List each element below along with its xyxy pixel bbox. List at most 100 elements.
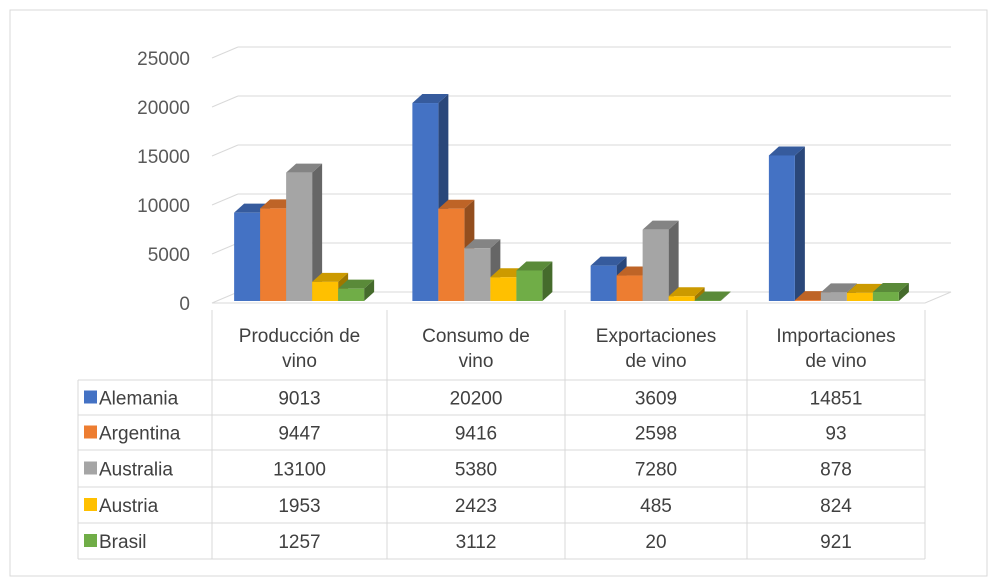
bar-alemania-4: [768, 146, 805, 301]
bar-side: [312, 163, 323, 301]
y-tick-label: 10000: [137, 196, 190, 217]
legend-key: [84, 534, 97, 547]
bar-brasil-1: [338, 279, 375, 301]
legend-label: Alemania: [99, 389, 179, 410]
bar-brasil-2: [516, 261, 553, 301]
legend-key: [84, 390, 97, 404]
legend-key: [84, 461, 97, 475]
bar-top: [464, 239, 501, 249]
bar-brasil-3: [694, 291, 731, 301]
bar-top: [590, 256, 627, 266]
data-label: 14851: [810, 389, 863, 410]
bar-top: [516, 261, 553, 271]
data-label: 2598: [635, 424, 677, 445]
data-label: 20: [645, 532, 666, 553]
data-label: 20200: [450, 389, 503, 410]
bar-top: [872, 282, 909, 292]
data-label: 1257: [278, 532, 320, 553]
bar-front: [768, 155, 795, 301]
y-tick-label: 5000: [148, 245, 190, 266]
bar-top: [438, 199, 475, 209]
bar-top: [286, 163, 323, 173]
data-label: 13100: [273, 460, 326, 481]
bar-front: [338, 288, 365, 301]
bar-top: [668, 287, 705, 297]
category-label: Importaciones: [776, 326, 895, 347]
bar-top: [768, 146, 805, 156]
bar-top: [642, 220, 679, 230]
bar-top: [312, 272, 349, 282]
bar-austria-3: [668, 287, 705, 301]
category-label: de vino: [625, 351, 686, 372]
bar-australia-3: [642, 220, 679, 301]
data-label: 2423: [455, 496, 497, 517]
bar-brasil-4: [872, 282, 909, 301]
gridline-side: [211, 144, 239, 157]
bar-front: [312, 281, 339, 301]
bar-top: [846, 283, 883, 293]
data-label: 824: [820, 496, 852, 517]
gridline-side: [211, 193, 239, 206]
legend-key: [84, 498, 97, 511]
bar-front: [794, 300, 821, 301]
bar-side: [668, 220, 679, 301]
data-label: 9447: [278, 424, 320, 445]
bar-front: [286, 172, 313, 301]
category-label: Consumo de: [422, 326, 530, 347]
data-label: 7280: [635, 460, 677, 481]
bar-front: [846, 292, 873, 301]
bar-side: [364, 279, 375, 301]
data-label: 485: [640, 496, 672, 517]
plot-area: [234, 94, 909, 301]
gridline-side: [211, 46, 239, 59]
data-table: Producción de vino Consumo de vino Exportaci…: [77, 310, 926, 560]
category-label: Producción de: [239, 326, 360, 347]
category-label: vino: [282, 351, 317, 372]
bar-front: [438, 208, 465, 301]
data-label: 1953: [278, 496, 320, 517]
bar-front: [490, 277, 517, 301]
gridline-side: [211, 95, 239, 108]
bar-front: [872, 291, 899, 301]
bar-side: [794, 146, 805, 301]
data-label: 93: [825, 424, 846, 445]
bar-front: [260, 208, 287, 301]
bar-side: [694, 287, 705, 301]
legend-label: Australia: [99, 460, 173, 481]
legend-key: [84, 425, 97, 439]
bar-front: [590, 265, 617, 301]
bar-top: [694, 291, 731, 301]
gridlines: [211, 46, 952, 304]
data-label: 5380: [455, 460, 497, 481]
y-tick-label: 15000: [137, 147, 190, 168]
bar-front: [616, 275, 643, 301]
bar-front: [516, 270, 543, 301]
bar-front: [694, 300, 721, 301]
data-label: 3112: [456, 532, 497, 553]
data-label: 878: [820, 460, 852, 481]
bar-front: [464, 248, 491, 301]
legend-label: Austria: [99, 496, 159, 517]
legend-label: Argentina: [99, 424, 181, 445]
data-label: 9416: [455, 424, 497, 445]
data-label: 3609: [635, 389, 677, 410]
bar-top: [412, 94, 449, 104]
bar-australia-1: [286, 163, 323, 301]
data-label: 9013: [278, 389, 320, 410]
category-label: vino: [459, 351, 494, 372]
y-tick-label: 20000: [137, 98, 190, 119]
category-label: Exportaciones: [596, 326, 716, 347]
gridline-side: [211, 242, 239, 255]
bar-front: [642, 229, 669, 301]
y-tick-label: 0: [179, 294, 190, 315]
bar-top: [338, 279, 375, 289]
bar-top: [820, 283, 857, 293]
y-axis: 0 5000 10000 15000 20000 25000: [137, 49, 190, 315]
bar-front: [412, 103, 439, 301]
legend-label: Brasil: [99, 532, 147, 553]
bar-side: [720, 291, 731, 301]
bar-front: [234, 212, 261, 301]
data-label: 921: [820, 532, 852, 553]
bar-front: [668, 296, 695, 301]
